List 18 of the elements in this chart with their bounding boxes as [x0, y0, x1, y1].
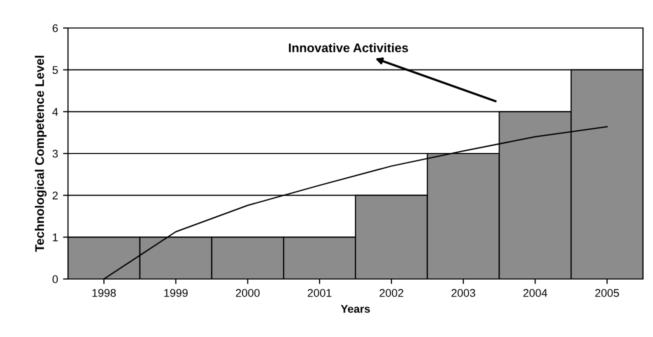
- x-tick-label: 2003: [452, 289, 476, 297]
- y-tick-label: 6: [52, 24, 58, 32]
- y-axis-title: Technological Competence Level: [34, 56, 47, 252]
- x-tick-label: 2000: [236, 289, 260, 297]
- x-axis-title: Years: [340, 305, 370, 313]
- y-tick-label: 3: [52, 150, 58, 158]
- annotation: Innovative Activities: [288, 43, 408, 52]
- y-tick-label: 0: [52, 275, 58, 284]
- y-tick-label: 4: [52, 108, 58, 116]
- y-tick-label: 1: [52, 234, 58, 242]
- x-tick-label: 2001: [308, 289, 332, 297]
- x-tick-label: 2004: [523, 289, 548, 297]
- x-tick-label: 2005: [595, 289, 619, 297]
- y-tick-label: 2: [52, 192, 58, 200]
- x-tick-label: 2002: [380, 289, 404, 297]
- y-tick-label: 5: [52, 66, 58, 74]
- x-tick-label: 1998: [92, 289, 116, 297]
- x-tick-label: 1999: [164, 289, 188, 297]
